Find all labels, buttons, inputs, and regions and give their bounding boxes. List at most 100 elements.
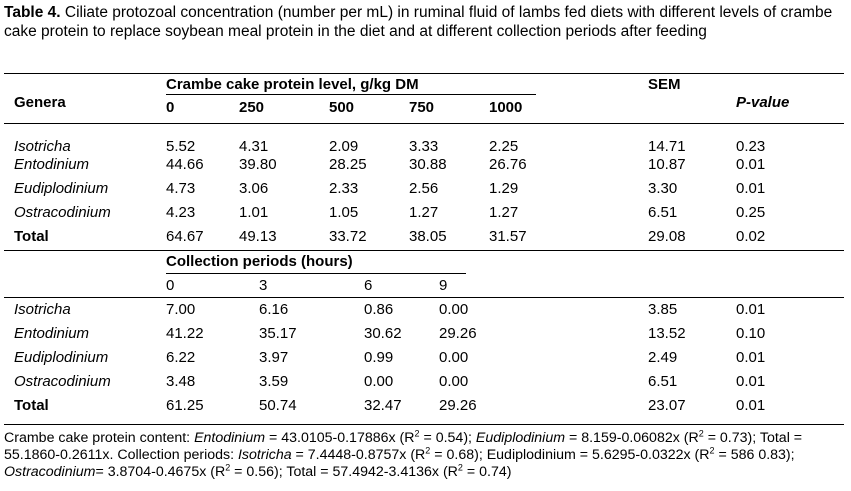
table-cell: 7.00 [166,301,196,318]
caption-label: Table 4. [4,4,61,21]
period-header: 6 [364,277,373,294]
level-header: 0 [166,99,175,116]
table-cell: 1.01 [239,204,269,221]
sem-cell: 3.30 [648,180,678,197]
bottom-rule [4,424,844,425]
level-header: 250 [239,99,265,116]
table-cell: 3.06 [239,180,269,197]
footnote-text: = 43.0105-0.17886x (R [265,430,415,446]
footnote-sup: 2 [698,428,704,439]
pvalue-cell: 0.25 [736,204,766,221]
period-header: 0 [166,277,175,294]
table-cell: 49.13 [239,228,277,245]
footnote-text: = 0.54); [419,430,476,446]
table-cell: 26.76 [489,156,527,173]
collection-periods-header: Collection periods (hours) [166,253,353,270]
footnote-text: = 7.4448-0.8757x (R [291,447,426,463]
genus-name: Entodinium [14,325,90,342]
sem-cell: 2.49 [648,349,678,366]
footnote-sup: 2 [457,462,463,473]
sem-cell: 6.51 [648,373,678,390]
sem-cell: 29.08 [648,228,686,245]
footnote-genus: Entodinium [194,430,266,446]
genera-header: Genera [14,94,66,111]
table-cell: 28.25 [329,156,367,173]
header-rule [4,123,844,124]
genus-name: Eudiplodinium [14,180,109,197]
section-rule [4,250,844,251]
pvalue-cell: 0.23 [736,138,766,155]
sem-cell: 10.87 [648,156,686,173]
period-header: 3 [259,277,268,294]
pvalue-cell: 0.01 [736,349,766,366]
pvalue-cell: 0.01 [736,301,766,318]
table-cell: 33.72 [329,228,367,245]
genus-name: Isotricha [14,301,71,318]
top-rule [4,73,844,74]
footnote-genus: Isotricha [237,447,292,463]
table-cell: 31.57 [489,228,527,245]
table-cell: 6.22 [166,349,196,366]
table-cell: 39.80 [239,156,277,173]
sem-cell: 3.85 [648,301,678,318]
pvalue-cell: 0.01 [736,397,766,414]
table-cell: 6.16 [259,301,289,318]
table-cell: 1.05 [329,204,359,221]
footnote-sup: 2 [709,445,715,456]
level-header: 750 [409,99,435,116]
footnote-genus: Eudiplodinium [475,430,566,446]
table-cell: 3.59 [259,373,289,390]
table-cell: 4.23 [166,204,196,221]
table-cell: 4.73 [166,180,196,197]
table-cell: 1.27 [409,204,439,221]
table-footnote: Crambe cake protein content: Entodinium … [4,428,846,481]
genus-name: Entodinium [14,156,90,173]
footnote-text: = 3.8704-0.4675x (R [95,464,226,480]
table-cell: 64.67 [166,228,204,245]
table-cell: 0.00 [364,373,394,390]
table-cell: 4.31 [239,138,269,155]
period-header: 9 [439,277,448,294]
table-cell: 32.47 [364,397,402,414]
group-rule [166,273,466,274]
genus-name: Eudiplodinium [14,349,109,366]
table-cell: 50.74 [259,397,297,414]
table-cell: 3.33 [409,138,439,155]
table-cell: 0.99 [364,349,394,366]
crambe-level-header: Crambe cake protein level, g/kg DM [166,76,419,93]
table-cell: 61.25 [166,397,204,414]
table-cell: 30.62 [364,325,402,342]
table-cell: 0.00 [439,301,469,318]
table-cell: 1.29 [489,180,519,197]
genus-name: Isotricha [14,138,71,155]
table-cell: 2.09 [329,138,359,155]
sem-cell: 23.07 [648,397,686,414]
total-label: Total [14,228,49,245]
footnote-text: = 0.56); Total = 57.4942-3.4136x (R [230,464,458,480]
footnote-text: = 8.159-0.06082x (R [565,430,699,446]
pvalue-cell: 0.01 [736,373,766,390]
table-cell: 41.22 [166,325,204,342]
sem-header: SEM [648,76,681,93]
table-cell: 2.56 [409,180,439,197]
table-cell: 0.00 [439,373,469,390]
footnote-text: Crambe cake protein content: [4,430,195,446]
table-caption: Table 4. Ciliate protozoal concentration… [4,3,844,41]
table-cell: 3.48 [166,373,196,390]
footnote-sup: 2 [225,462,231,473]
sem-cell: 13.52 [648,325,686,342]
table-cell: 35.17 [259,325,297,342]
footnote-text: = 0.74) [462,464,512,480]
table-cell: 3.97 [259,349,289,366]
sem-cell: 6.51 [648,204,678,221]
pvalue-header: P-value [736,94,790,111]
table-cell: 29.26 [439,325,477,342]
footnote-genus: Ostracodinium [4,464,96,480]
caption-text: Ciliate protozoal concentration (number … [4,4,833,40]
footnote-sup: 2 [414,428,420,439]
table-cell: 30.88 [409,156,447,173]
footnote-text: = 586 0.83); [714,447,795,463]
table-cell: 0.86 [364,301,394,318]
table-cell: 2.33 [329,180,359,197]
table-cell: 5.52 [166,138,196,155]
